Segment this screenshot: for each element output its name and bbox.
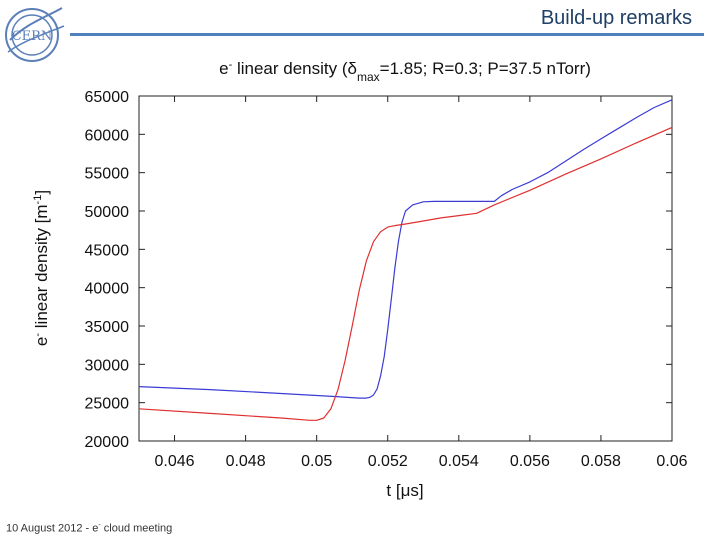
x-axis-label: t [μs] (386, 481, 423, 500)
svg-text:CERN: CERN (12, 29, 53, 44)
y-tick-label: 30000 (85, 357, 130, 374)
slide-title: Build-up remarks (540, 7, 692, 29)
x-tick-label: 0.052 (368, 453, 408, 470)
y-tick-label: 50000 (85, 204, 130, 221)
footer-e-sup: - (98, 522, 101, 529)
x-tick-label: 0.054 (439, 453, 479, 470)
x-tick-label: 0.048 (226, 453, 266, 470)
header-divider (70, 33, 704, 36)
y-tick-label: 65000 (85, 89, 130, 106)
footer-rest: cloud meeting (100, 522, 173, 535)
chart-title: e- linear density (δmax=1.85; R=0.3; P=3… (219, 59, 591, 84)
footer-date: 10 August 2012 (6, 522, 83, 535)
y-tick-label: 60000 (85, 127, 130, 144)
footer-e: e (92, 522, 99, 535)
x-tick-label: 0.06 (656, 453, 687, 470)
footer: 10 August 2012 - e- cloud meeting (6, 522, 172, 535)
y-tick-label: 45000 (85, 242, 130, 259)
y-tick-label: 55000 (85, 166, 130, 183)
y-tick-label: 25000 (85, 396, 130, 413)
series-line-2 (138, 126, 673, 421)
y-tick-label: 20000 (85, 434, 130, 451)
x-tick-label: 0.05 (301, 453, 332, 470)
plot-frame (138, 95, 673, 442)
y-tick-label: 40000 (85, 281, 130, 298)
y-axis-label: e- linear density [m-1] (32, 190, 51, 346)
x-tick-label: 0.046 (155, 453, 195, 470)
x-tick-label: 0.056 (510, 453, 550, 470)
series-line-1 (138, 99, 673, 399)
footer-separator: - (85, 522, 90, 535)
y-tick-label: 35000 (85, 319, 130, 336)
x-tick-label: 0.058 (581, 453, 621, 470)
cern-logo: CERN (5, 7, 65, 62)
